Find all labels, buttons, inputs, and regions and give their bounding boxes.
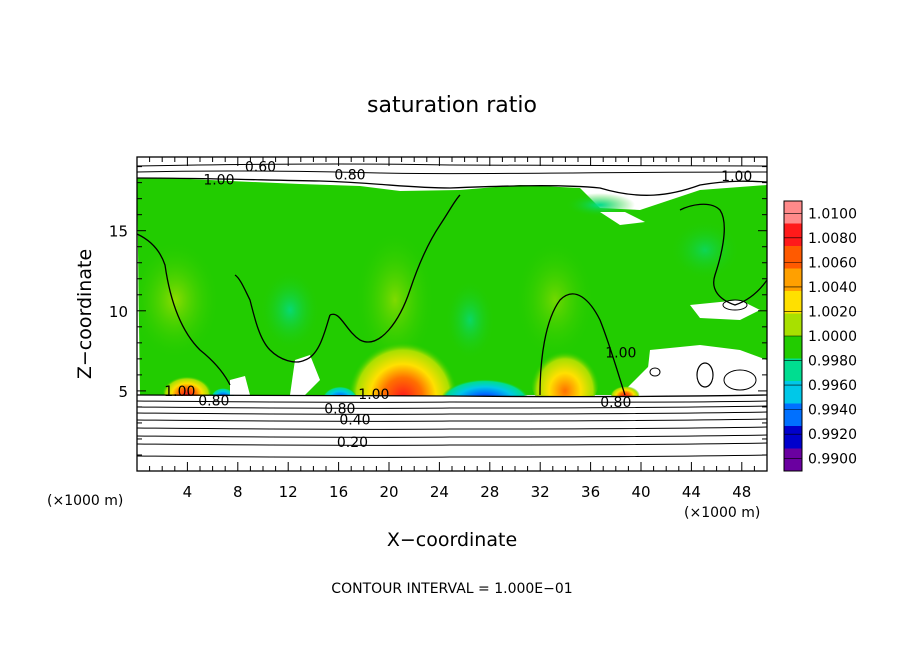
colorbar-label: 1.0020 bbox=[808, 304, 857, 320]
x-tick-label: 16 bbox=[329, 483, 348, 501]
colorbar-swatch bbox=[784, 201, 802, 224]
contour-label: 0.60 bbox=[245, 160, 276, 176]
contour-label-layer: 0.601.00 0.80 1.001.000.80 1.000.800.400.20… bbox=[164, 160, 752, 452]
heatmap-field bbox=[137, 157, 767, 471]
contour-label: 0.80 bbox=[324, 402, 355, 418]
colorbar-label: 1.0000 bbox=[808, 329, 857, 345]
y-axis-label: Z−coordinate bbox=[74, 249, 96, 379]
x-tick-label: 12 bbox=[279, 483, 298, 501]
contour-label: 0.20 bbox=[337, 435, 368, 451]
contour-label: 0.40 bbox=[339, 413, 370, 429]
colorbar-label: 0.9960 bbox=[808, 378, 857, 394]
contour-label: 1.00 bbox=[605, 345, 636, 361]
x-tick-label: 24 bbox=[430, 483, 449, 501]
colorbar-label: 1.0100 bbox=[808, 206, 857, 222]
contour-label: 1.00 bbox=[203, 172, 234, 188]
x-tick-label: 4 bbox=[183, 483, 193, 501]
colorbar-label: 0.9980 bbox=[808, 354, 857, 370]
colorbar-swatch bbox=[784, 268, 802, 292]
y-tick-label: 10 bbox=[109, 303, 128, 321]
x-tick-label: 20 bbox=[379, 483, 398, 501]
colorbar-swatch bbox=[784, 291, 802, 314]
contour-lines bbox=[137, 163, 767, 458]
x-axis-label: X−coordinate bbox=[387, 529, 517, 551]
contour-label: 1.00 bbox=[358, 387, 389, 403]
contour-label: 1.00 bbox=[164, 384, 195, 400]
contour-label: 0.80 bbox=[334, 168, 365, 184]
colorbar-swatch bbox=[784, 426, 802, 449]
colorbar-swatch bbox=[784, 403, 802, 427]
colorbar-label: 0.9920 bbox=[808, 427, 857, 443]
colorbar-label: 1.0040 bbox=[808, 280, 857, 296]
y-tick-label: 5 bbox=[118, 383, 128, 401]
colorbar-label: 0.9900 bbox=[808, 452, 857, 468]
x-tick-label: 40 bbox=[631, 483, 650, 501]
x-tick-label: 8 bbox=[233, 483, 243, 501]
x-tick-label: 44 bbox=[682, 483, 701, 501]
colorbar: 1.0100 1.0080 1.0060 1.0040 1.0020 1.0000 0.99… bbox=[783, 200, 857, 472]
colorbar-swatch bbox=[784, 448, 802, 472]
colorbar-label: 0.9940 bbox=[808, 403, 857, 419]
x-unit-left: (×1000 m) bbox=[47, 493, 123, 509]
colorbar-swatch bbox=[784, 246, 802, 269]
contour-label: 1.00 bbox=[721, 169, 752, 185]
colorbar-swatch bbox=[784, 313, 802, 337]
colorbar-swatch bbox=[784, 336, 802, 359]
colorbar-swatch bbox=[784, 381, 802, 404]
x-tick-label: 36 bbox=[581, 483, 600, 501]
chart-title: saturation ratio bbox=[367, 93, 537, 118]
contour-label: 0.80 bbox=[198, 394, 229, 410]
x-tick-label: 48 bbox=[732, 483, 751, 501]
x-tick-label: 32 bbox=[531, 483, 550, 501]
x-tick-label: 28 bbox=[480, 483, 499, 501]
colorbar-label: 1.0060 bbox=[808, 255, 857, 271]
contour-label: 0.80 bbox=[600, 395, 631, 411]
colorbar-swatch bbox=[784, 358, 802, 382]
colorbar-swatch bbox=[784, 223, 802, 247]
colorbar-label: 1.0080 bbox=[808, 231, 857, 247]
x-unit-right: (×1000 m) bbox=[684, 505, 760, 521]
y-tick-label: 15 bbox=[109, 223, 128, 241]
contour-interval-note: CONTOUR INTERVAL = 1.000E−01 bbox=[331, 581, 572, 597]
